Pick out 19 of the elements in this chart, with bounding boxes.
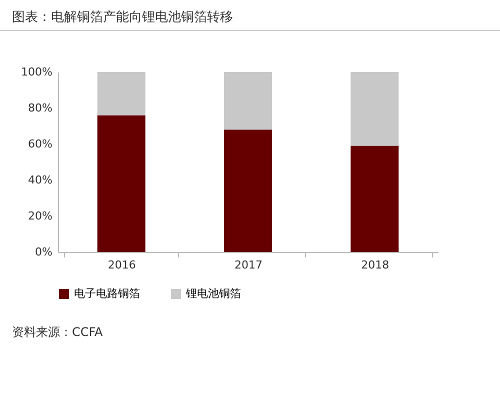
text: 资料来源：CCFA [11,324,104,341]
legend-label: 锂电池铜箔 [185,287,241,300]
x-tick-label: 2016 [108,258,136,272]
bar [224,72,272,130]
bar [97,72,146,116]
legend-label: 电子电路铜箔 [74,287,140,300]
chart-title: 图表：电解铜箔产能向锂电池铜箔转移 [0,0,500,31]
bar [350,72,399,146]
y-tick-label: 80% [28,102,52,114]
x-tick-label: 2017 [234,258,262,272]
bar [350,146,399,252]
y-tick-label: 60% [28,138,52,150]
bar [97,115,146,252]
y-tick-label: 100% [21,66,52,78]
bar [224,130,272,252]
x-tick-label: 2018 [361,258,390,272]
y-tick-label: 0% [35,246,52,258]
y-tick-label: 40% [28,174,52,186]
y-tick-label: 20% [28,210,52,222]
